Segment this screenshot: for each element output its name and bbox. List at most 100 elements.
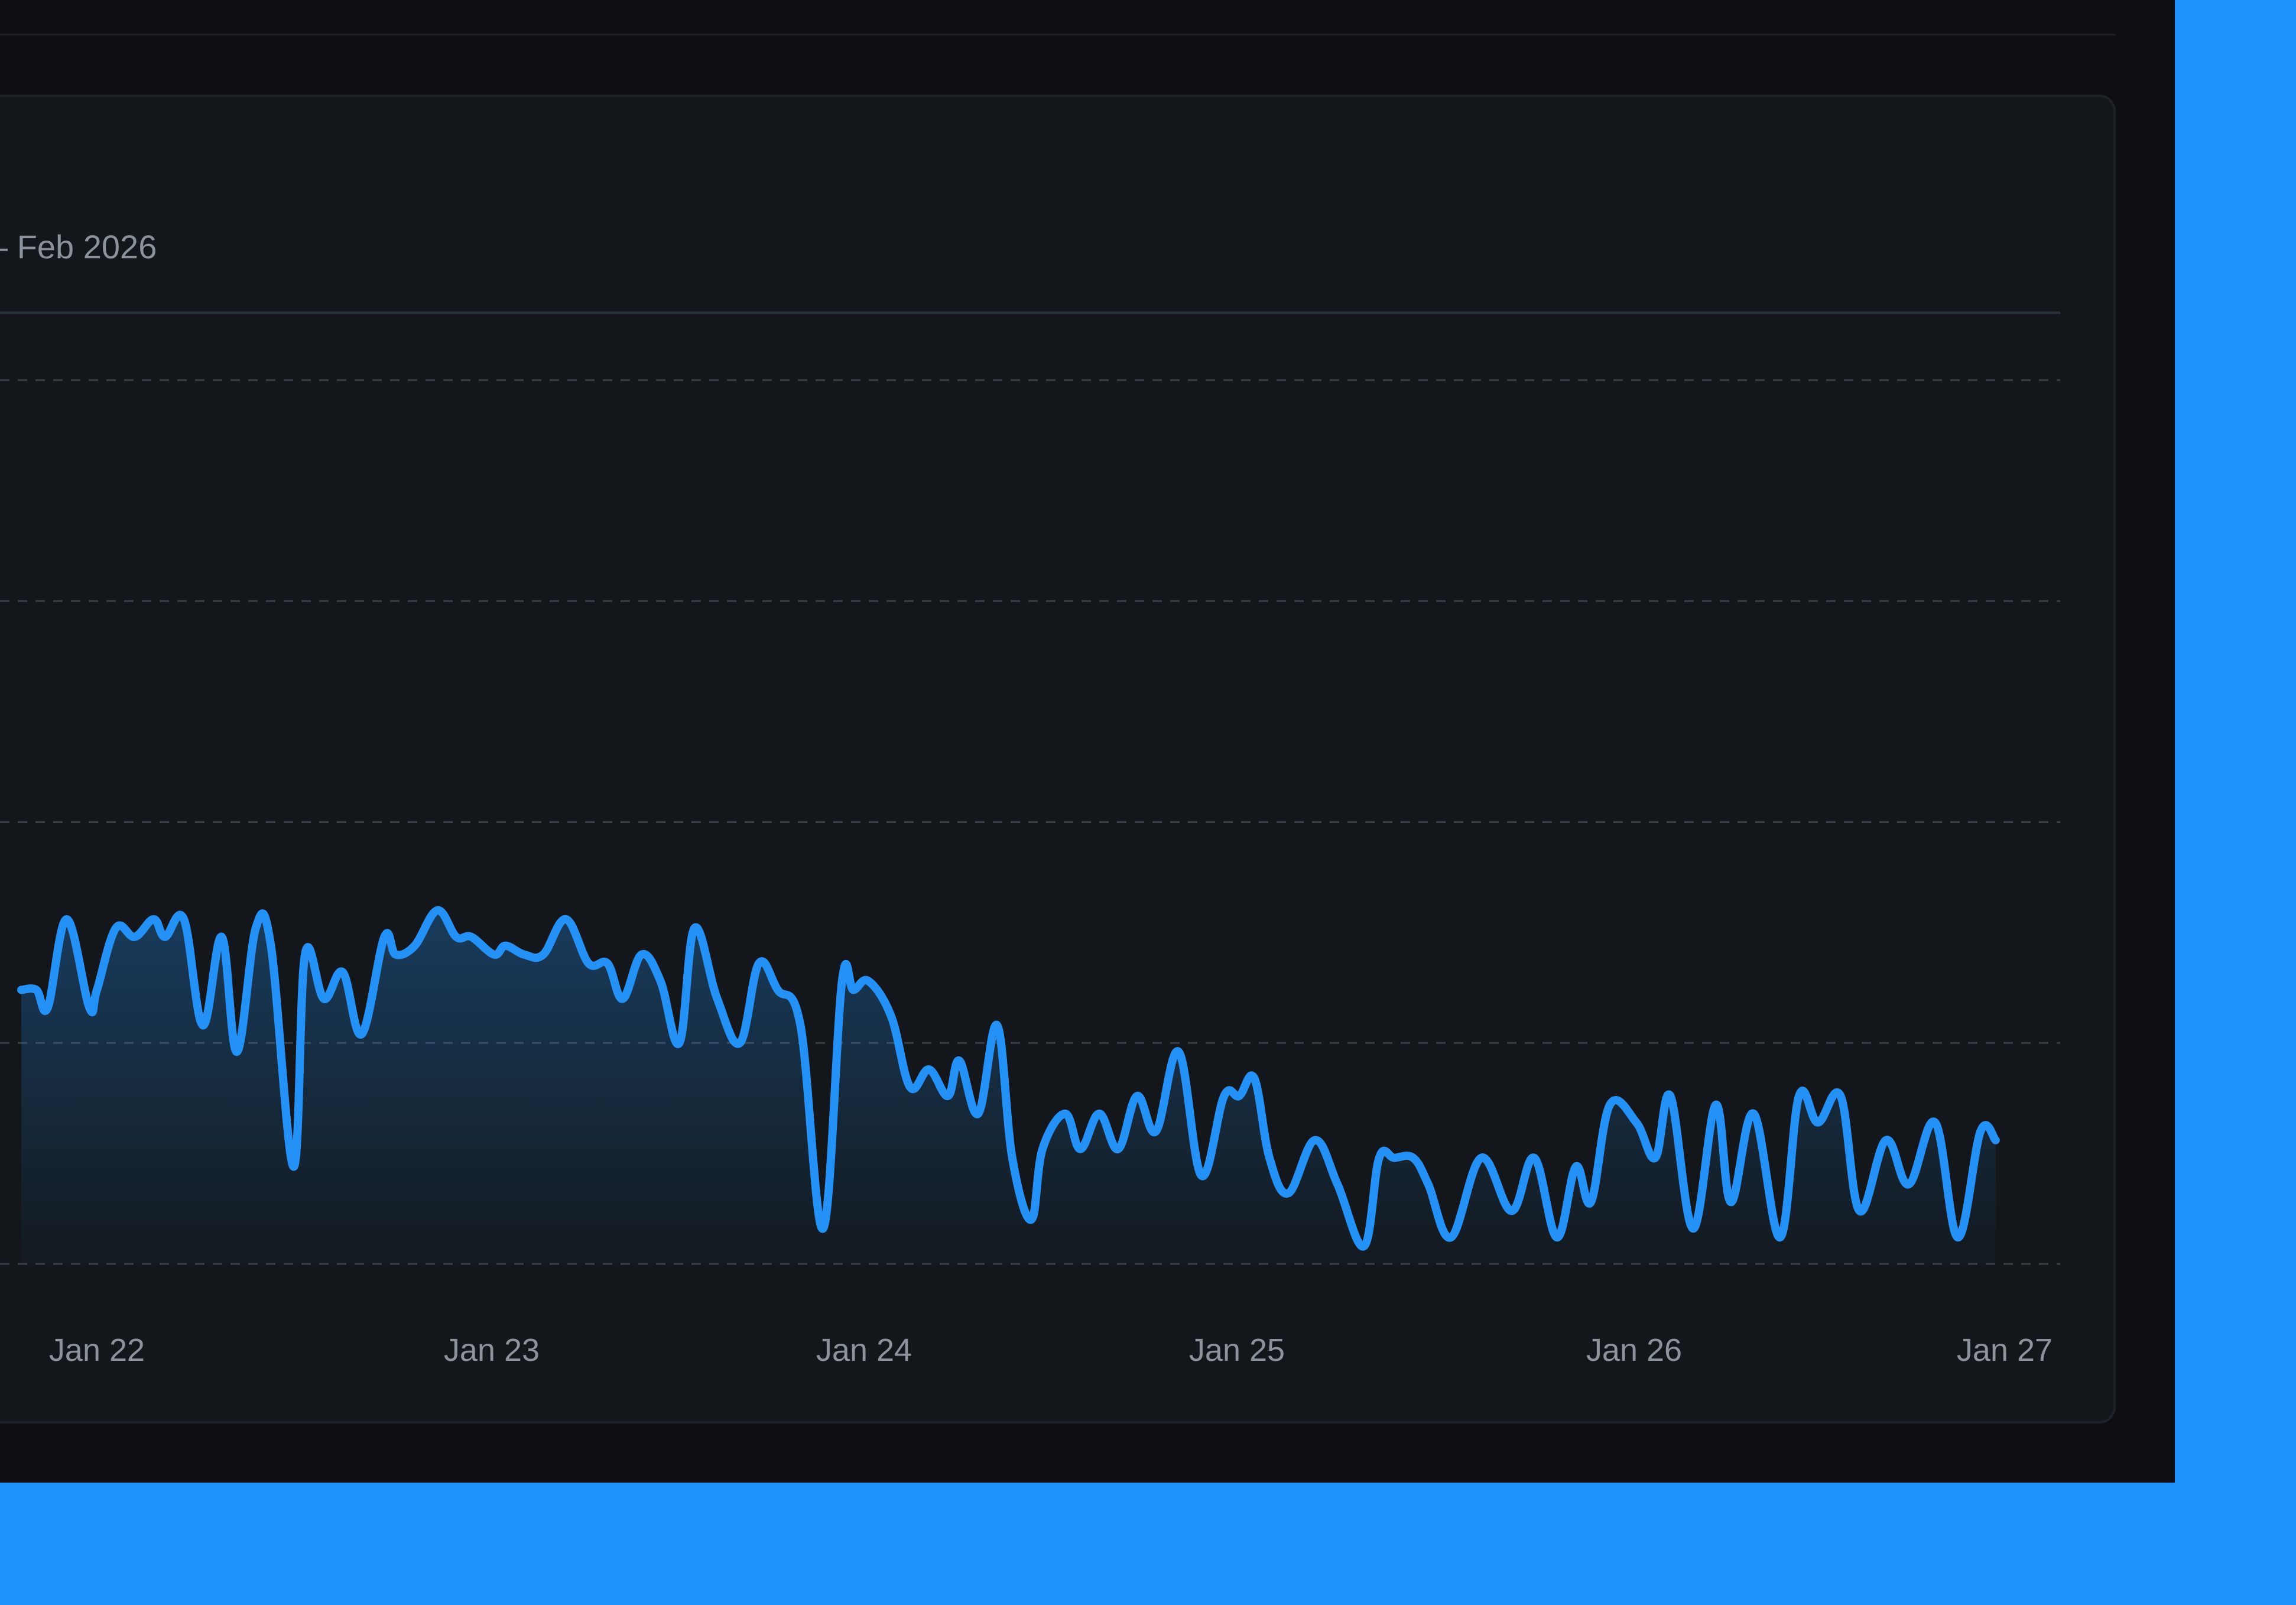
data-point-34 [619, 996, 626, 1003]
x-tick-label: Jan 27 [1957, 1332, 2053, 1368]
data-point-26 [468, 933, 475, 941]
data-point-21 [381, 933, 388, 941]
data-point-97 [1856, 1207, 1863, 1214]
data-point-9 [161, 933, 168, 941]
data-point-57 [1039, 1146, 1046, 1153]
data-point-103 [1992, 1137, 1999, 1144]
data-point-25 [453, 933, 460, 941]
data-point-77 [1425, 1181, 1432, 1188]
x-axis-ticks: Jan 22 Jan 23 Jan 24 Jan 25 Jan 26 Jan 27 [49, 1332, 2053, 1368]
data-point-85 [1606, 1101, 1613, 1108]
data-point-76 [1410, 1155, 1417, 1162]
data-point-81 [1531, 1155, 1538, 1162]
data-point-58 [1061, 1110, 1069, 1117]
data-point-41 [755, 960, 762, 967]
data-point-96 [1837, 1092, 1844, 1100]
data-point-49 [907, 1084, 914, 1091]
data-point-11 [199, 1022, 206, 1029]
data-point-38 [691, 925, 698, 932]
data-point-48 [888, 1013, 895, 1020]
data-point-17 [301, 951, 308, 958]
data-point-87 [1652, 1155, 1659, 1162]
data-point-27 [491, 951, 498, 958]
data-point-74 [1376, 1155, 1383, 1162]
series-area [21, 910, 1996, 1264]
data-point-43 [797, 1022, 804, 1029]
data-point-39 [714, 996, 721, 1003]
data-point-28 [502, 942, 509, 949]
data-point-29 [521, 951, 528, 958]
data-point-52 [956, 1057, 963, 1064]
data-point-101 [1954, 1234, 1961, 1241]
data-point-13 [233, 1048, 241, 1055]
data-point-31 [563, 916, 570, 923]
data-point-37 [676, 1039, 683, 1046]
data-point-90 [1712, 1101, 1719, 1108]
data-point-102 [1977, 1128, 1984, 1135]
data-point-73 [1360, 1243, 1368, 1250]
data-point-30 [540, 951, 547, 958]
data-point-66 [1220, 1092, 1227, 1100]
data-point-64 [1175, 1048, 1182, 1055]
data-point-86 [1633, 1119, 1640, 1126]
data-point-78 [1447, 1234, 1454, 1241]
data-point-7 [131, 933, 138, 941]
data-point-15 [267, 942, 274, 949]
data-point-75 [1391, 1155, 1398, 1162]
data-point-42 [774, 987, 781, 994]
data-point-65 [1198, 1172, 1205, 1179]
data-point-72 [1334, 1181, 1341, 1188]
data-point-93 [1777, 1234, 1784, 1241]
x-tick-label: Jan 23 [444, 1332, 540, 1368]
data-point-19 [339, 969, 346, 976]
data-point-60 [1096, 1110, 1103, 1117]
data-point-46 [850, 987, 857, 994]
data-point-99 [1905, 1181, 1912, 1188]
data-point-40 [736, 1039, 743, 1046]
data-point-14 [252, 925, 259, 932]
data-point-62 [1134, 1092, 1141, 1100]
card-subtitle: – Feb 2026 [0, 231, 157, 265]
data-point-36 [657, 978, 664, 985]
data-point-79 [1477, 1155, 1485, 1162]
data-point-1 [33, 987, 40, 994]
x-tick-label: Jan 26 [1586, 1332, 1682, 1368]
data-point-18 [320, 996, 327, 1003]
data-point-16 [290, 1163, 297, 1170]
data-point-2 [44, 1004, 51, 1011]
data-point-6 [112, 925, 119, 932]
data-point-91 [1727, 1198, 1735, 1205]
data-point-84 [1587, 1198, 1594, 1205]
data-point-24 [434, 907, 441, 914]
x-tick-label: Jan 22 [49, 1332, 145, 1368]
data-point-95 [1814, 1119, 1821, 1126]
data-point-69 [1266, 1155, 1273, 1162]
x-tick-label: Jan 25 [1189, 1332, 1285, 1368]
data-point-5 [93, 987, 100, 994]
data-point-53 [975, 1110, 982, 1117]
data-point-61 [1115, 1146, 1122, 1153]
data-point-50 [925, 1066, 933, 1073]
data-point-35 [638, 951, 645, 958]
data-point-100 [1931, 1119, 1938, 1126]
data-point-0 [18, 987, 25, 994]
data-point-94 [1795, 1092, 1803, 1100]
data-point-82 [1553, 1234, 1560, 1241]
data-point-20 [358, 1030, 365, 1037]
data-point-63 [1152, 1128, 1160, 1135]
data-point-51 [944, 1092, 951, 1100]
data-point-47 [865, 978, 872, 985]
line-chart: Jan 22 Jan 23 Jan 24 Jan 25 Jan 26 Jan 27 [0, 379, 2060, 1368]
data-point-3 [63, 916, 70, 923]
header-divider [0, 312, 2060, 314]
data-point-44 [820, 1225, 827, 1232]
x-tick-label: Jan 24 [816, 1332, 912, 1368]
data-point-55 [1009, 1155, 1016, 1162]
data-point-54 [993, 1022, 1001, 1029]
data-point-71 [1311, 1137, 1319, 1144]
data-point-88 [1667, 1092, 1674, 1100]
data-point-98 [1882, 1137, 1889, 1144]
data-point-4 [86, 1004, 93, 1011]
data-point-59 [1077, 1146, 1084, 1153]
